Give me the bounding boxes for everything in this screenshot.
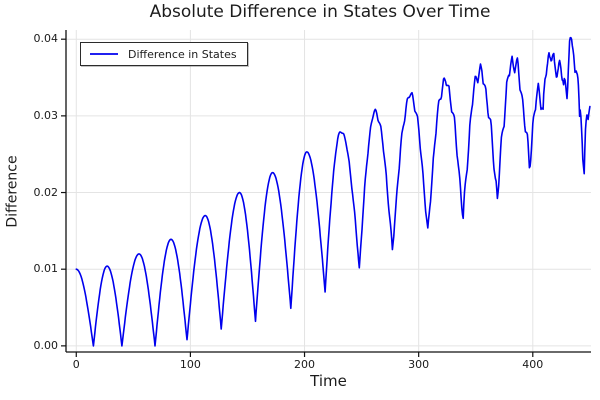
legend: Difference in States — [80, 42, 248, 66]
y-tick-label: 0.00 — [33, 338, 59, 352]
y-tick-label: 0.02 — [33, 185, 59, 199]
x-axis-label: Time — [310, 372, 347, 390]
y-tick-label: 0.04 — [33, 32, 59, 46]
x-tick-label: 400 — [522, 358, 544, 371]
legend-entry-label: Difference in States — [128, 47, 237, 61]
x-tick-label: 300 — [408, 358, 430, 371]
series-line-difference-in-states — [75, 36, 591, 347]
x-tick-label: 200 — [294, 358, 316, 371]
chart-title: Absolute Difference in States Over Time — [149, 2, 491, 22]
x-tick-label: 100 — [179, 358, 201, 371]
y-tick-label: 0.03 — [33, 108, 59, 122]
y-tick-label: 0.01 — [33, 262, 59, 276]
legend-line-sample — [90, 53, 118, 55]
x-tick-label: 0 — [72, 358, 80, 371]
